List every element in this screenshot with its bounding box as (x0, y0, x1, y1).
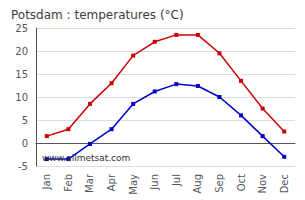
svg-text:Oct: Oct (236, 174, 247, 191)
svg-text:0: 0 (22, 138, 28, 149)
svg-text:May: May (128, 174, 139, 195)
svg-text:25: 25 (15, 23, 28, 34)
svg-text:Apr: Apr (106, 173, 117, 191)
svg-text:20: 20 (15, 46, 28, 57)
svg-text:www.allmetsat.com: www.allmetsat.com (42, 153, 130, 163)
svg-text:Jul: Jul (171, 174, 182, 187)
svg-text:Nov: Nov (257, 174, 268, 194)
svg-text:Aug: Aug (192, 174, 203, 194)
svg-text:Feb: Feb (63, 174, 74, 192)
svg-text:Jun: Jun (149, 174, 160, 191)
svg-text:-5: -5 (18, 161, 28, 172)
svg-text:Mar: Mar (84, 173, 95, 193)
svg-text:Sep: Sep (214, 174, 225, 193)
svg-text:15: 15 (15, 69, 28, 80)
svg-text:5: 5 (22, 115, 28, 126)
svg-text:10: 10 (15, 92, 28, 103)
svg-text:Potsdam : temperatures (°C): Potsdam : temperatures (°C) (11, 8, 184, 22)
svg-text:Dec: Dec (279, 174, 290, 193)
svg-text:Jan: Jan (41, 174, 52, 190)
